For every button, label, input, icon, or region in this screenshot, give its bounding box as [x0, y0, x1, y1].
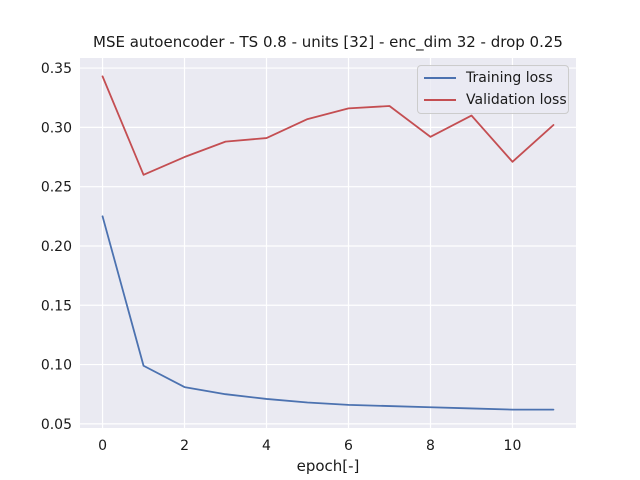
y-tick-label: 0.10 — [41, 358, 72, 374]
legend-swatch-training — [424, 77, 456, 79]
y-tick-label: 0.15 — [41, 298, 72, 314]
y-tick-label: 0.30 — [41, 120, 72, 136]
chart-title: MSE autoencoder - TS 0.8 - units [32] - … — [93, 33, 563, 51]
axis-ticks: 0.05 0.10 0.15 0.20 0.25 0.30 0.35 0 2 4 6 8 10 — [41, 61, 522, 454]
series-line-training-loss — [101, 215, 555, 411]
legend-label-validation: Validation loss — [466, 92, 567, 108]
y-tick-label: 0.05 — [41, 417, 72, 433]
x-tick-label: 2 — [180, 438, 189, 454]
grid-lines — [80, 58, 576, 428]
plot-area-background — [80, 58, 576, 428]
legend-item-training: Training loss — [424, 68, 553, 88]
x-tick-label: 0 — [98, 438, 107, 454]
legend-item-validation: Validation loss — [424, 90, 567, 110]
y-tick-label: 0.35 — [41, 61, 72, 77]
x-tick-label: 6 — [344, 438, 353, 454]
x-tick-label: 4 — [262, 438, 271, 454]
y-tick-label: 0.25 — [41, 180, 72, 196]
x-tick-label: 10 — [504, 438, 522, 454]
x-axis-label: epoch[-] — [296, 457, 360, 475]
legend-label-training: Training loss — [466, 70, 553, 86]
legend: Training loss Validation loss — [417, 65, 569, 114]
series-lines — [101, 75, 555, 411]
x-tick-label: 8 — [426, 438, 435, 454]
legend-swatch-validation — [424, 99, 456, 101]
series-line-validation-loss — [101, 75, 555, 176]
y-tick-label: 0.20 — [41, 239, 72, 255]
